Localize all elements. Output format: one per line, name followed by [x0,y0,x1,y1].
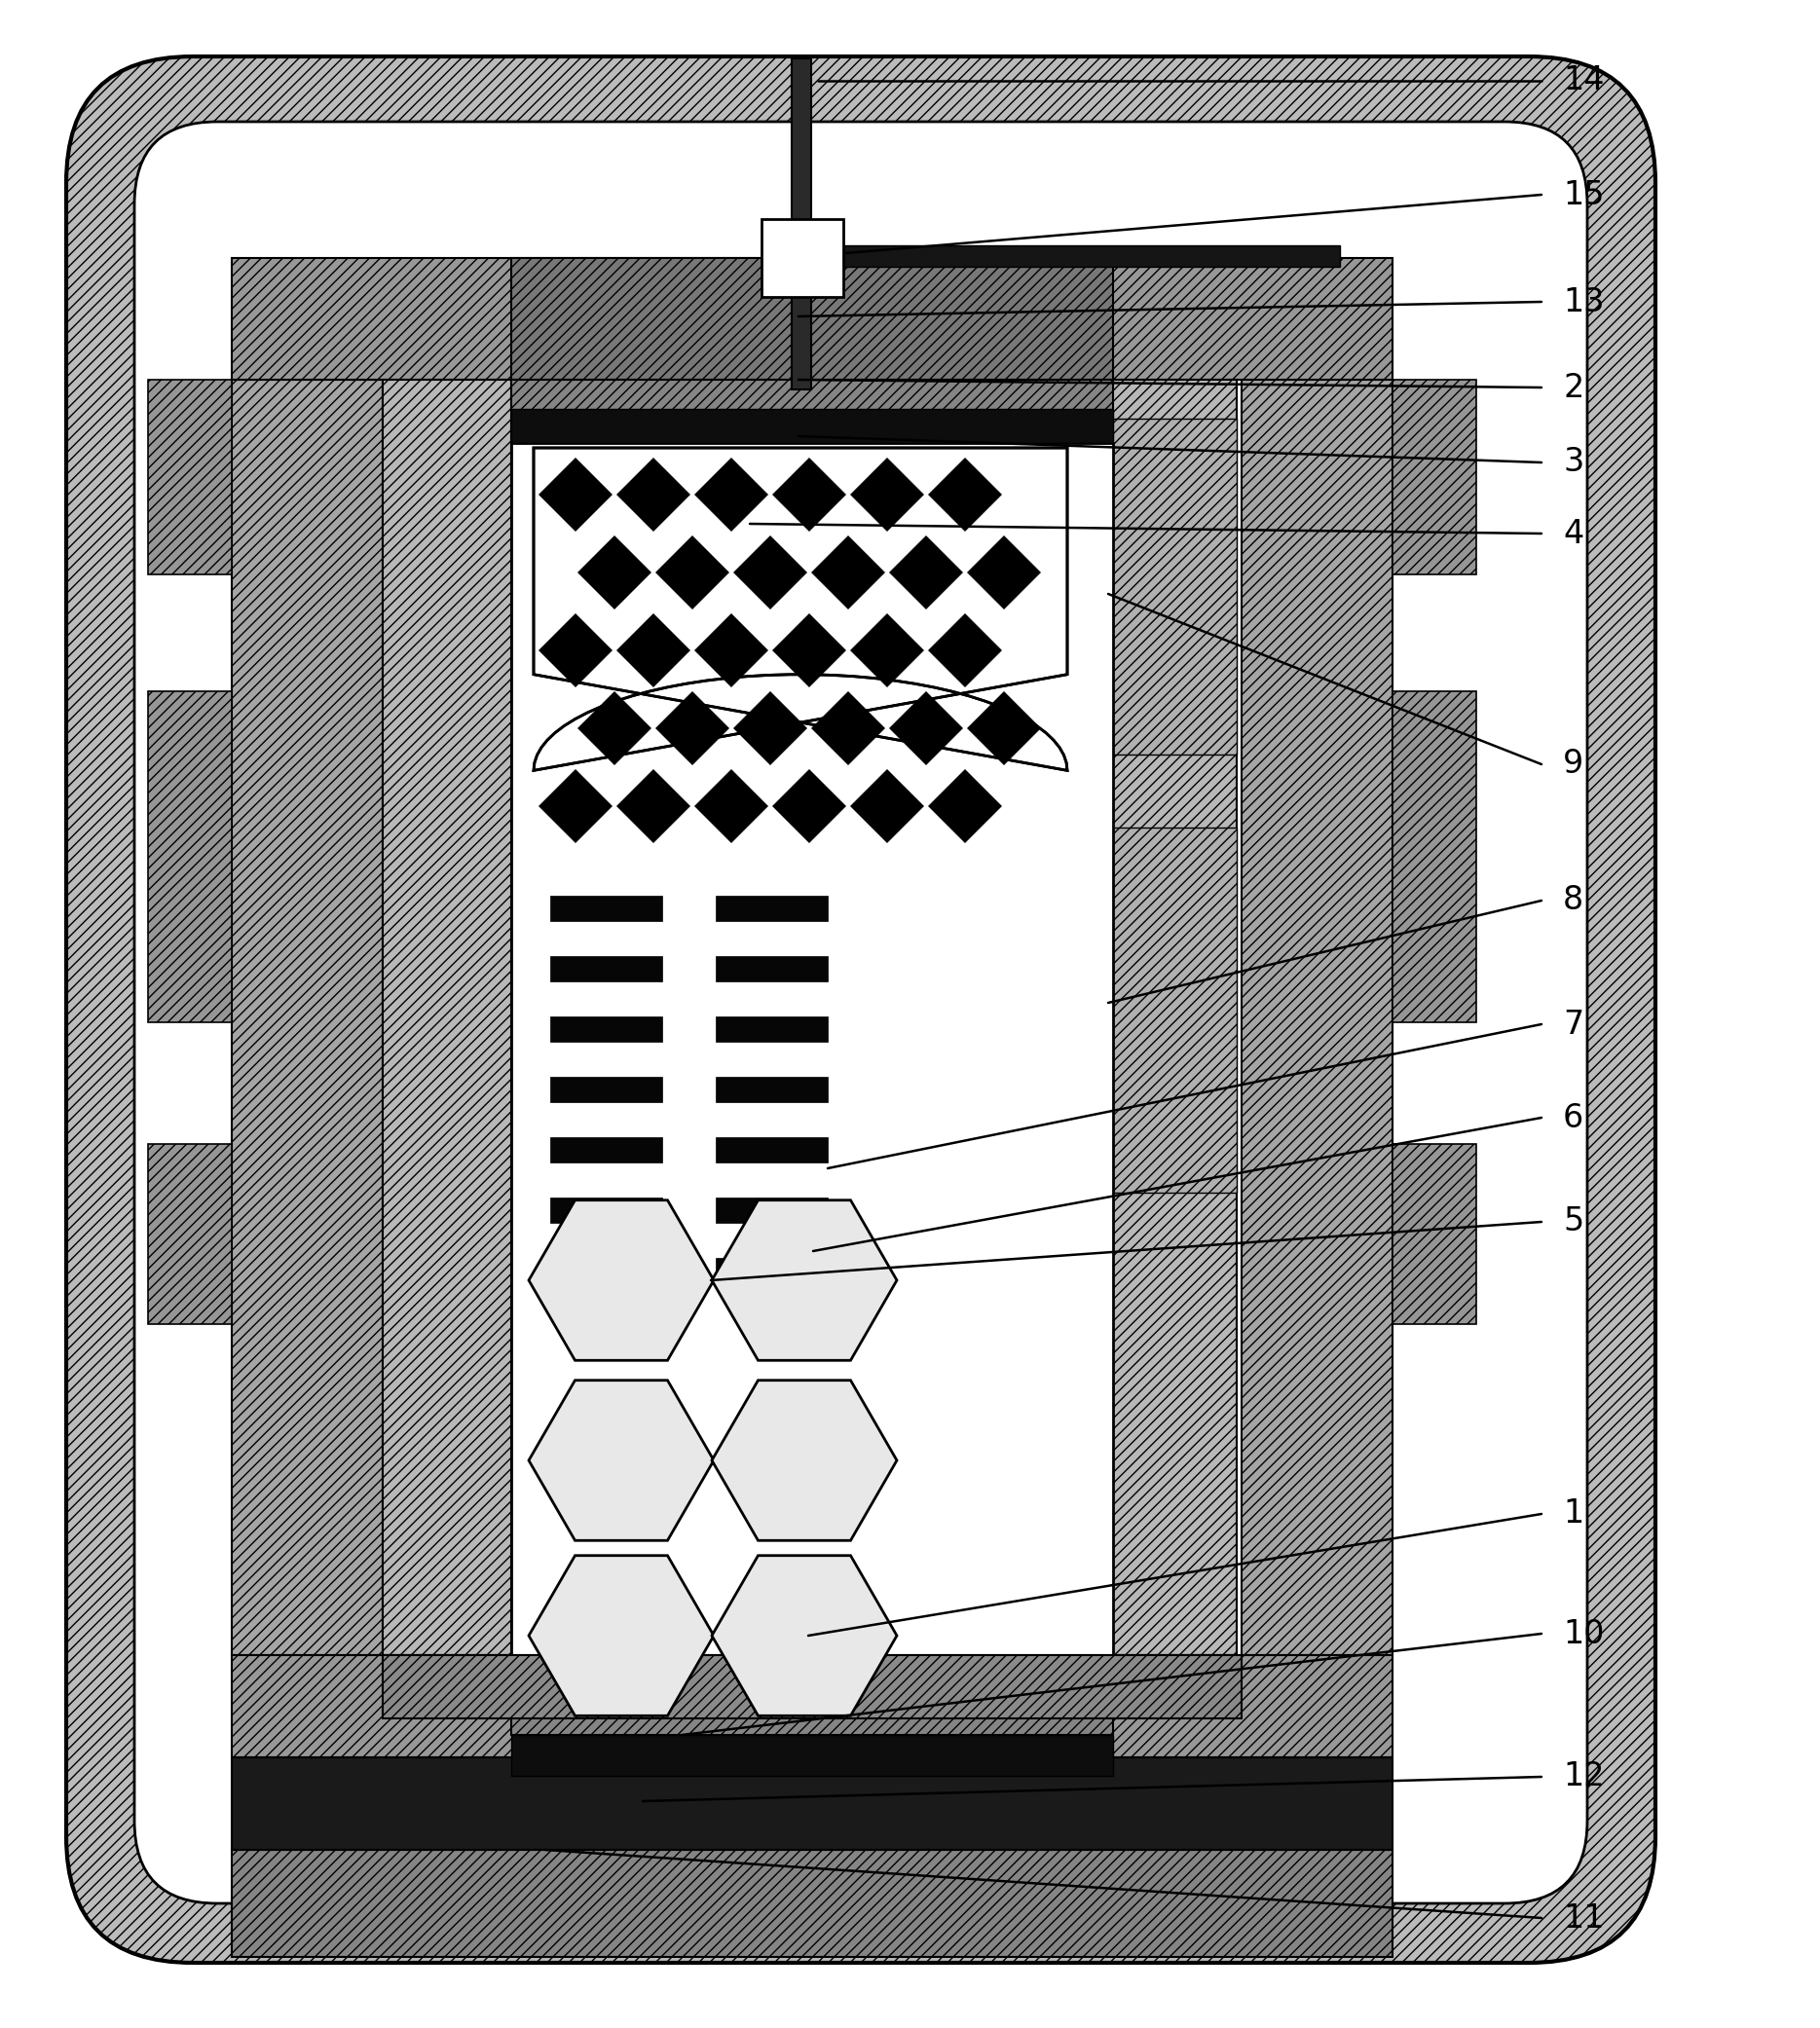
Polygon shape [966,692,1041,765]
Polygon shape [888,692,963,765]
Text: 4: 4 [1563,517,1583,550]
Polygon shape [712,1381,897,1541]
Bar [511,379,1114,477]
Bar [511,410,1114,442]
Text: 13: 13 [1563,286,1603,318]
Bar [715,1016,828,1042]
Polygon shape [928,458,1003,531]
Bar [715,955,828,982]
Polygon shape [533,448,1067,771]
Bar [792,59,812,389]
Bar [382,379,511,1655]
Bar [715,1138,828,1162]
Polygon shape [539,612,613,687]
Bar [1392,692,1476,1022]
Polygon shape [812,535,885,610]
Bar [550,955,662,982]
Text: 15: 15 [1563,178,1603,211]
Polygon shape [812,692,885,765]
FancyBboxPatch shape [66,57,1656,1963]
Polygon shape [928,769,1003,844]
Polygon shape [617,458,690,531]
Polygon shape [712,1201,897,1361]
Bar [231,1850,1392,1957]
Text: 12: 12 [1563,1760,1605,1793]
Polygon shape [539,458,613,531]
Text: 9: 9 [1563,748,1583,781]
Polygon shape [655,535,730,610]
Bar [231,258,1392,379]
Polygon shape [966,535,1041,610]
Bar [1392,379,1476,574]
Polygon shape [850,612,925,687]
Bar [550,896,662,921]
Polygon shape [530,1555,713,1716]
Bar [843,245,1340,268]
Polygon shape [655,692,730,765]
Bar [511,1655,1114,1734]
Polygon shape [617,769,690,844]
Bar [550,1016,662,1042]
Bar [1108,379,1238,1655]
Polygon shape [733,535,808,610]
Bar [550,1077,662,1101]
Bar [147,1144,231,1324]
Bar [550,1197,662,1223]
Text: 6: 6 [1563,1101,1583,1134]
Text: 3: 3 [1563,446,1583,479]
Text: 5: 5 [1563,1207,1583,1237]
Polygon shape [693,612,768,687]
Bar [1108,418,1238,754]
Bar [715,1197,828,1223]
Bar [511,258,1114,379]
Polygon shape [888,535,963,610]
Bar [382,1655,1241,1718]
Text: 10: 10 [1563,1618,1603,1649]
Polygon shape [928,612,1003,687]
Polygon shape [617,612,690,687]
Polygon shape [577,535,652,610]
Polygon shape [850,458,925,531]
Polygon shape [577,692,652,765]
Polygon shape [530,1381,713,1541]
Polygon shape [693,769,768,844]
Bar [550,1257,662,1284]
Bar [231,379,382,1655]
Bar [1392,1144,1476,1324]
Bar [1108,827,1238,1192]
Text: 11: 11 [1563,1902,1603,1935]
Text: 7: 7 [1563,1008,1583,1040]
Text: 1: 1 [1563,1499,1583,1529]
Text: 8: 8 [1563,884,1583,917]
Bar [147,379,231,574]
Polygon shape [693,458,768,531]
Polygon shape [733,692,808,765]
FancyBboxPatch shape [135,122,1587,1904]
Polygon shape [539,769,613,844]
Bar [147,692,231,1022]
Polygon shape [772,612,846,687]
Polygon shape [850,769,925,844]
Bar [511,442,1114,1679]
Bar [231,1758,1392,1850]
Bar [1241,379,1392,1655]
Polygon shape [772,769,846,844]
Polygon shape [712,1555,897,1716]
Bar [715,1257,828,1284]
Bar [715,896,828,921]
Bar [231,1655,1392,1758]
Polygon shape [530,1201,713,1361]
Bar [715,1077,828,1101]
Bar [511,1734,1114,1777]
Bar [550,1138,662,1162]
Text: 2: 2 [1563,371,1583,404]
Polygon shape [772,458,846,531]
Text: 14: 14 [1563,65,1603,97]
Bar [761,219,843,296]
